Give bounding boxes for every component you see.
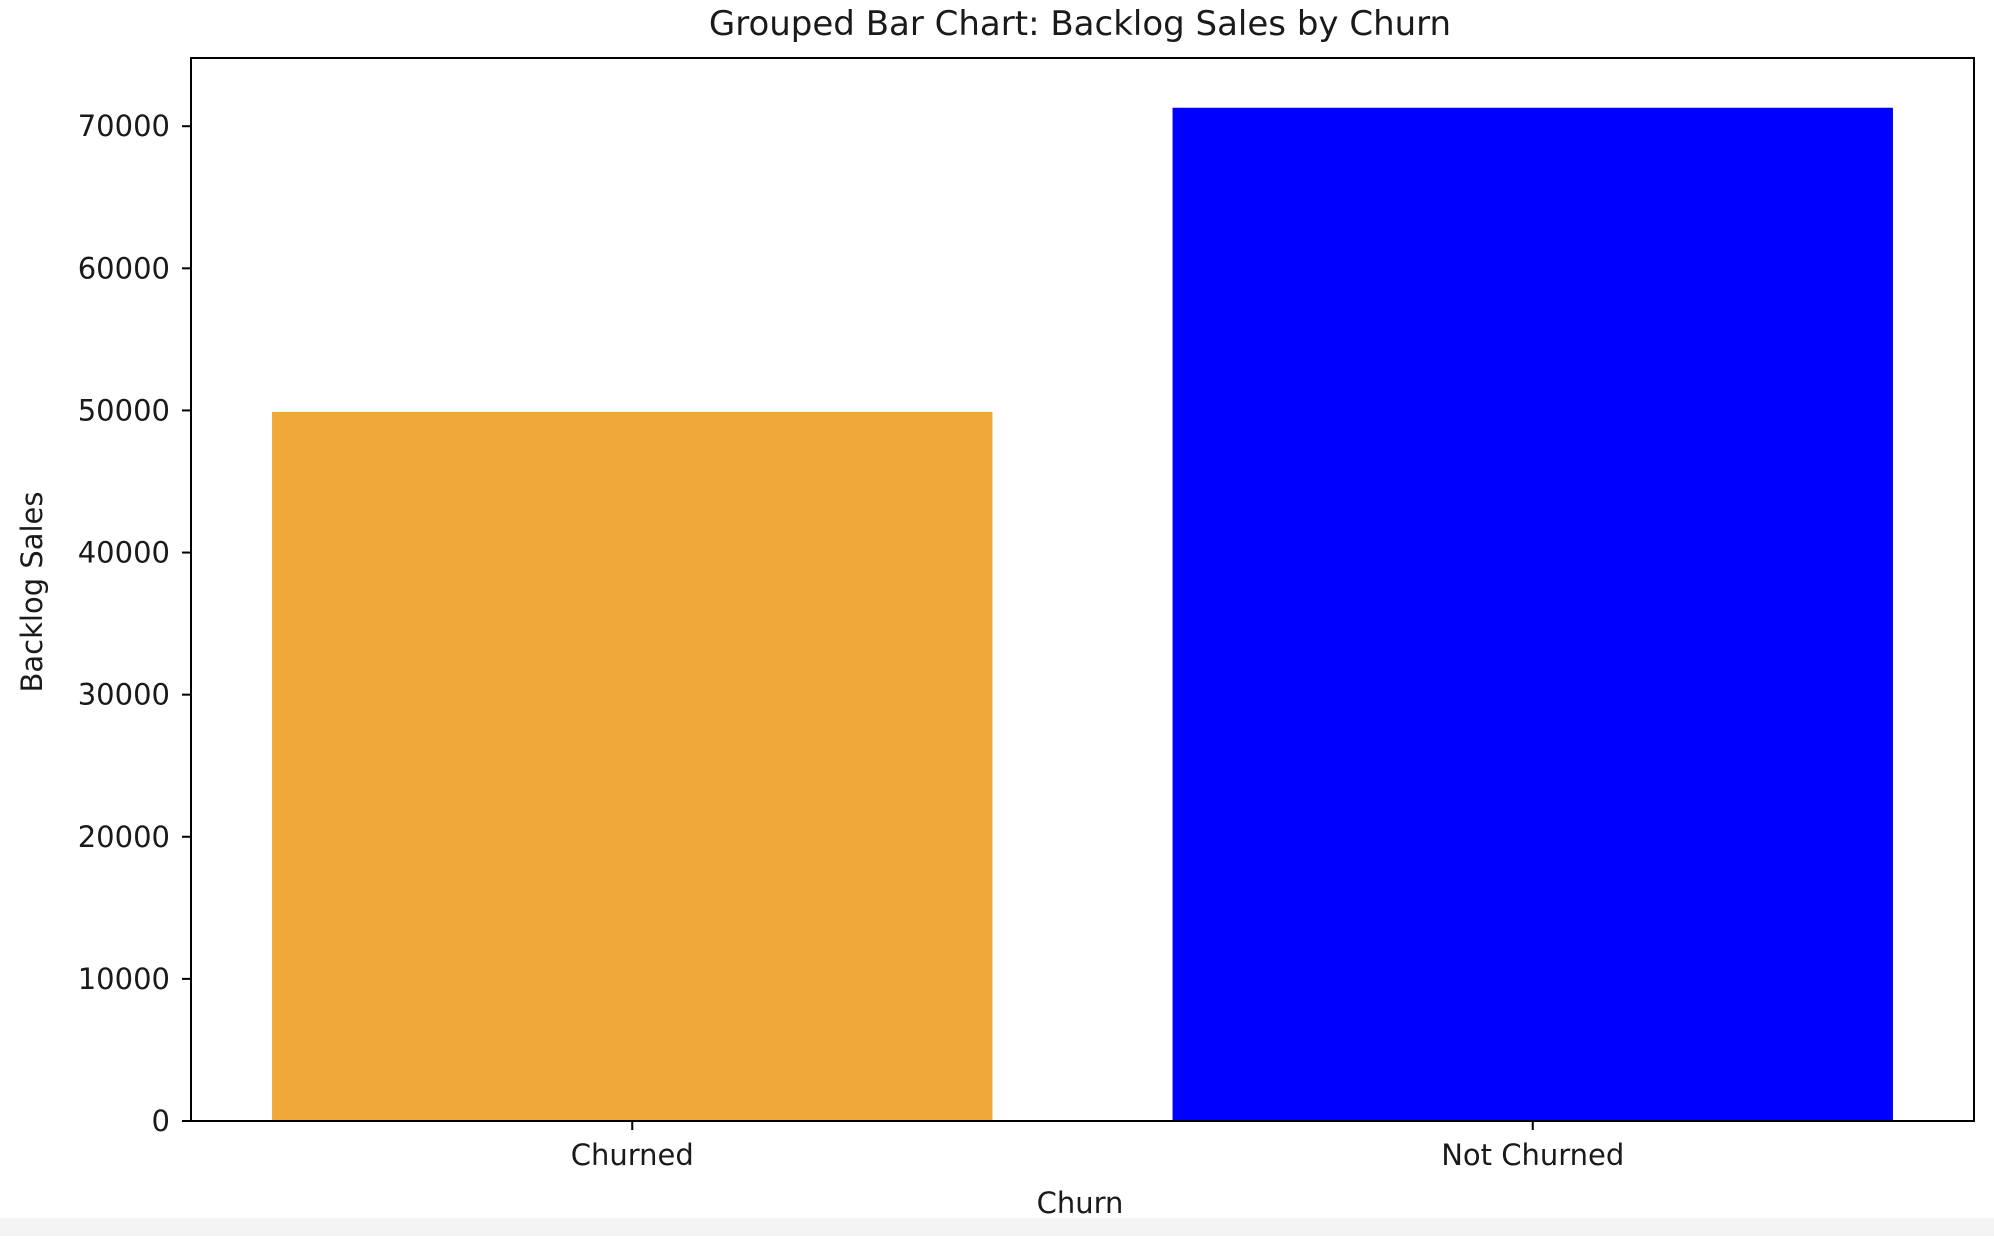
x-axis-label: Churn: [1037, 1186, 1124, 1220]
footer-strip: [0, 1218, 1994, 1236]
y-tick-label: 30000: [78, 678, 170, 712]
plot-frame: [190, 57, 1975, 1122]
y-tick-label: 50000: [78, 393, 170, 427]
y-tick-label: 40000: [78, 536, 170, 570]
plot-area: 0 10000 20000 30000 40000 50000 60000 70000 Chur…: [78, 57, 1975, 1172]
y-tick-label: 20000: [78, 820, 170, 854]
y-axis-label: Backlog Sales: [15, 491, 49, 692]
chart-title: Grouped Bar Chart: Backlog Sales by Chur…: [709, 4, 1451, 44]
bar-not-churned: [1172, 107, 1893, 1121]
y-tick-label: 0: [152, 1104, 170, 1138]
x-tick-label: Not Churned: [1441, 1138, 1624, 1172]
y-tick-label: 60000: [78, 251, 170, 285]
y-tick-label: 10000: [78, 962, 170, 996]
x-tick-label: Churned: [571, 1138, 694, 1172]
bar-churned: [272, 411, 993, 1121]
y-tick-label: 70000: [78, 109, 170, 143]
